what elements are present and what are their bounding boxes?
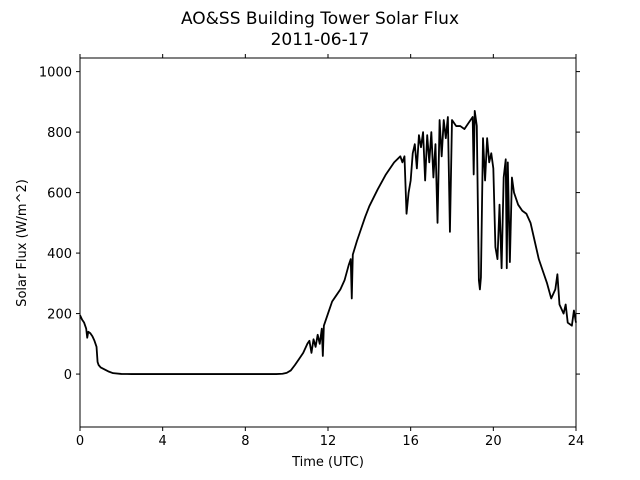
y-tick-label: 1000 — [39, 66, 72, 81]
x-tick-label: 8 — [241, 434, 249, 449]
y-tick-label: 600 — [47, 187, 72, 202]
x-tick-label: 16 — [402, 434, 419, 449]
y-tick-label: 200 — [47, 308, 72, 323]
chart-title: AO&SS Building Tower Solar Flux — [181, 9, 459, 29]
y-tick-label: 0 — [64, 368, 72, 383]
x-tick-label: 20 — [485, 434, 502, 449]
x-tick-label: 0 — [76, 434, 84, 449]
y-axis-label: Solar Flux (W/m^2) — [15, 179, 30, 307]
chart-subtitle: 2011-06-17 — [271, 30, 370, 50]
y-tick-label: 400 — [47, 247, 72, 262]
y-tick-label: 800 — [47, 126, 72, 141]
x-tick-label: 24 — [568, 434, 585, 449]
series-line — [79, 110, 577, 375]
x-axis-label: Time (UTC) — [291, 455, 364, 470]
x-tick-label: 4 — [159, 434, 167, 449]
x-tick-label: 12 — [320, 434, 337, 449]
